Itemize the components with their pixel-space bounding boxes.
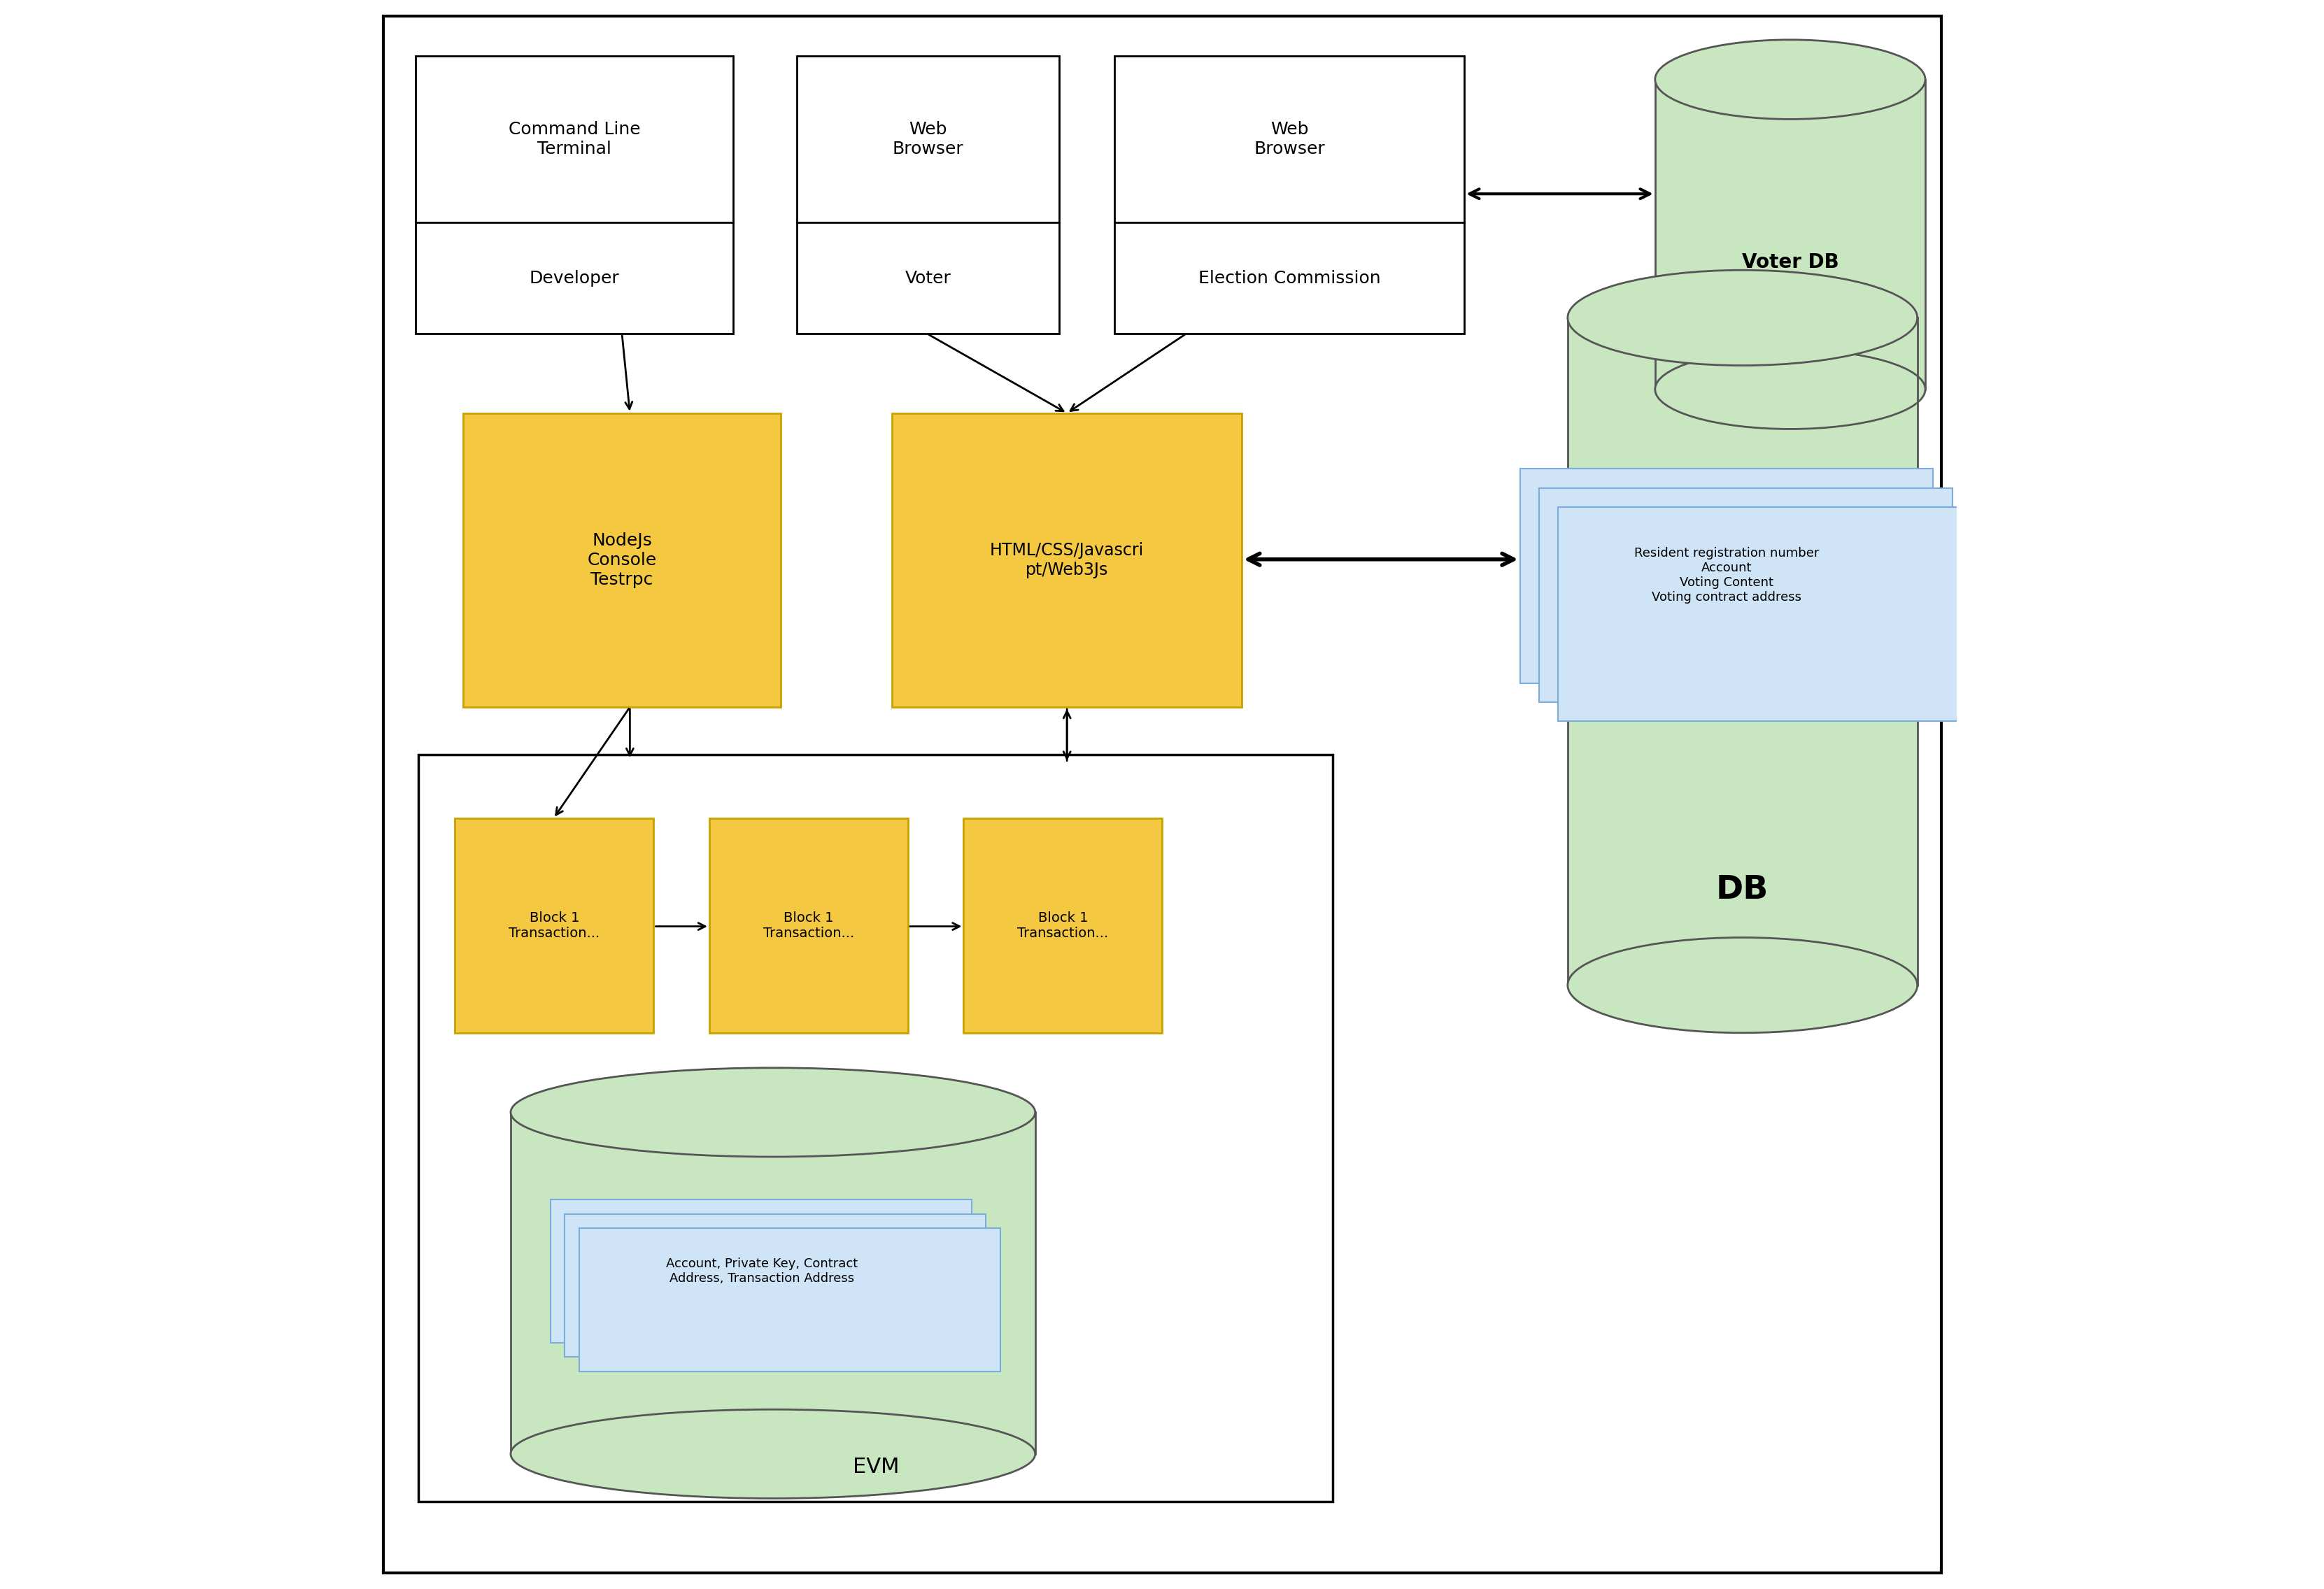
Polygon shape: [1566, 318, 1917, 985]
Polygon shape: [1655, 79, 1924, 389]
Text: Web
Browser: Web Browser: [892, 121, 962, 157]
Text: Election Commission: Election Commission: [1197, 270, 1380, 286]
FancyBboxPatch shape: [456, 818, 653, 1033]
Ellipse shape: [1655, 350, 1924, 429]
FancyBboxPatch shape: [579, 1228, 999, 1371]
FancyBboxPatch shape: [1557, 507, 1971, 721]
FancyBboxPatch shape: [462, 413, 781, 707]
FancyBboxPatch shape: [551, 1200, 971, 1343]
Text: Block 1
Transaction...: Block 1 Transaction...: [1018, 910, 1109, 941]
Text: HTML/CSS/Javascri
pt/Web3Js: HTML/CSS/Javascri pt/Web3Js: [990, 542, 1143, 578]
Ellipse shape: [1655, 40, 1924, 119]
Text: NodeJs
Console
Testrpc: NodeJs Console Testrpc: [588, 532, 655, 588]
Ellipse shape: [1566, 270, 1917, 365]
FancyBboxPatch shape: [1113, 56, 1464, 334]
Ellipse shape: [511, 1068, 1034, 1157]
Text: Web
Browser: Web Browser: [1253, 121, 1325, 157]
FancyBboxPatch shape: [709, 818, 909, 1033]
FancyBboxPatch shape: [892, 413, 1241, 707]
FancyBboxPatch shape: [964, 818, 1162, 1033]
FancyBboxPatch shape: [1538, 488, 1952, 702]
Text: Command Line
Terminal: Command Line Terminal: [509, 121, 639, 157]
FancyBboxPatch shape: [797, 56, 1060, 334]
Text: EVM: EVM: [853, 1457, 899, 1476]
Text: Block 1
Transaction...: Block 1 Transaction...: [762, 910, 853, 941]
FancyBboxPatch shape: [1520, 469, 1934, 683]
Text: Voter: Voter: [904, 270, 951, 286]
FancyBboxPatch shape: [565, 1214, 985, 1357]
Text: Voter DB: Voter DB: [1741, 253, 1838, 272]
FancyBboxPatch shape: [416, 56, 732, 334]
Text: Developer: Developer: [530, 270, 618, 286]
Ellipse shape: [1566, 938, 1917, 1033]
Text: Account, Private Key, Contract
Address, Transaction Address: Account, Private Key, Contract Address, …: [665, 1257, 858, 1286]
Text: DB: DB: [1715, 874, 1769, 906]
Ellipse shape: [511, 1409, 1034, 1498]
FancyBboxPatch shape: [383, 16, 1941, 1573]
Text: Block 1
Transaction...: Block 1 Transaction...: [509, 910, 600, 941]
Text: Resident registration number
Account
Voting Content
Voting contract address: Resident registration number Account Vot…: [1634, 547, 1817, 604]
FancyBboxPatch shape: [418, 755, 1332, 1502]
Polygon shape: [511, 1112, 1034, 1454]
